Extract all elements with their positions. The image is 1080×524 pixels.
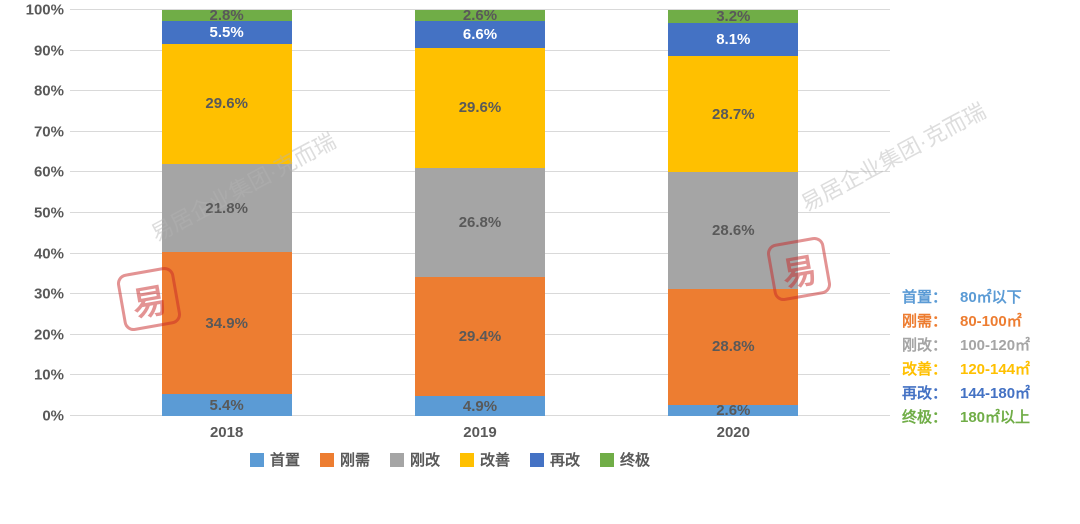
side-legend-label: 改善： bbox=[902, 358, 952, 382]
bar-segment-zaigai: 8.1% bbox=[668, 23, 798, 56]
side-legend-row: 刚需： 80-100㎡ bbox=[902, 310, 1080, 334]
side-legend-label: 终极： bbox=[902, 406, 952, 430]
y-tick-label: 70% bbox=[34, 123, 64, 140]
y-tick-label: 30% bbox=[34, 286, 64, 303]
y-tick-label: 40% bbox=[34, 245, 64, 262]
y-tick-label: 60% bbox=[34, 164, 64, 181]
x-tick-label: 2020 bbox=[668, 424, 798, 441]
bar-segment-zhongji: 2.6% bbox=[415, 10, 545, 21]
legend-item: 刚改 bbox=[390, 449, 440, 470]
bar-segment-ganggai: 26.8% bbox=[415, 168, 545, 277]
legend-label: 再改 bbox=[550, 449, 580, 470]
legend-item: 终极 bbox=[600, 449, 650, 470]
legend-swatch bbox=[530, 453, 544, 467]
side-legend-desc: 80㎡以下 bbox=[960, 286, 1022, 310]
x-axis-labels: 2018 2019 2020 bbox=[70, 420, 890, 441]
bar-segment-zhongji: 2.8% bbox=[162, 10, 292, 21]
legend-label: 改善 bbox=[480, 449, 510, 470]
side-legend-label: 再改： bbox=[902, 382, 952, 406]
side-legend-desc: 120-144㎡ bbox=[960, 358, 1030, 382]
y-tick-label: 0% bbox=[42, 408, 64, 425]
legend-item: 刚需 bbox=[320, 449, 370, 470]
bottom-legend: 首置 刚需 刚改 改善 再改 终极 bbox=[10, 449, 890, 470]
side-legend-desc: 180㎡以上 bbox=[960, 406, 1030, 430]
bars-group: 5.4%34.9%21.8%29.6%5.5%2.8%4.9%29.4%26.8… bbox=[70, 10, 890, 416]
x-tick-label: 2018 bbox=[162, 424, 292, 441]
side-legend-row: 终极： 180㎡以上 bbox=[902, 406, 1080, 430]
bar-segment-zaigai: 5.5% bbox=[162, 21, 292, 43]
chart-container: 0%10%20%30%40%50%60%70%80%90%100% 5.4%34… bbox=[10, 10, 1070, 470]
bar-segment-gangxu: 34.9% bbox=[162, 252, 292, 394]
side-legend-desc: 100-120㎡ bbox=[960, 334, 1030, 358]
bar-segment-gangxu: 29.4% bbox=[415, 277, 545, 396]
side-legend-row: 刚改： 100-120㎡ bbox=[902, 334, 1080, 358]
bar-segment-gaishan: 29.6% bbox=[162, 44, 292, 164]
side-legend-row: 再改： 144-180㎡ bbox=[902, 382, 1080, 406]
bar-segment-zaigai: 6.6% bbox=[415, 21, 545, 48]
plot-area: 0%10%20%30%40%50%60%70%80%90%100% 5.4%34… bbox=[10, 10, 890, 416]
y-tick-label: 100% bbox=[26, 2, 64, 19]
bar-segment-gaishan: 29.6% bbox=[415, 48, 545, 168]
legend-item: 再改 bbox=[530, 449, 580, 470]
bar: 5.4%34.9%21.8%29.6%5.5%2.8% bbox=[162, 10, 292, 416]
side-legend-desc: 144-180㎡ bbox=[960, 382, 1030, 406]
side-legend-label: 刚改： bbox=[902, 334, 952, 358]
bar-segment-shouzhi: 4.9% bbox=[415, 396, 545, 416]
legend-label: 首置 bbox=[270, 449, 300, 470]
legend-label: 刚改 bbox=[410, 449, 440, 470]
chart-area: 0%10%20%30%40%50%60%70%80%90%100% 5.4%34… bbox=[10, 10, 890, 470]
y-tick-label: 20% bbox=[34, 326, 64, 343]
legend-label: 刚需 bbox=[340, 449, 370, 470]
side-legend-row: 首置： 80㎡以下 bbox=[902, 286, 1080, 310]
legend-item: 改善 bbox=[460, 449, 510, 470]
legend-swatch bbox=[460, 453, 474, 467]
legend-label: 终极 bbox=[620, 449, 650, 470]
bar-segment-shouzhi: 2.6% bbox=[668, 405, 798, 416]
legend-swatch bbox=[320, 453, 334, 467]
bar-segment-gangxu: 28.8% bbox=[668, 289, 798, 406]
bar: 2.6%28.8%28.6%28.7%8.1%3.2% bbox=[668, 10, 798, 416]
y-tick-label: 10% bbox=[34, 367, 64, 384]
side-legend: 首置： 80㎡以下刚需： 80-100㎡刚改： 100-120㎡改善： 120-144㎡… bbox=[890, 10, 1080, 470]
side-legend-desc: 80-100㎡ bbox=[960, 310, 1022, 334]
bar-segment-zhongji: 3.2% bbox=[668, 10, 798, 23]
bar-segment-ganggai: 28.6% bbox=[668, 172, 798, 288]
legend-swatch bbox=[600, 453, 614, 467]
legend-swatch bbox=[390, 453, 404, 467]
legend-item: 首置 bbox=[250, 449, 300, 470]
bar-segment-ganggai: 21.8% bbox=[162, 164, 292, 253]
bar-segment-shouzhi: 5.4% bbox=[162, 394, 292, 416]
bar-segment-gaishan: 28.7% bbox=[668, 56, 798, 173]
x-tick-label: 2019 bbox=[415, 424, 545, 441]
side-legend-label: 刚需： bbox=[902, 310, 952, 334]
y-tick-label: 50% bbox=[34, 205, 64, 222]
side-legend-label: 首置： bbox=[902, 286, 952, 310]
bar: 4.9%29.4%26.8%29.6%6.6%2.6% bbox=[415, 10, 545, 416]
y-tick-label: 90% bbox=[34, 42, 64, 59]
y-tick-label: 80% bbox=[34, 83, 64, 100]
legend-swatch bbox=[250, 453, 264, 467]
side-legend-row: 改善： 120-144㎡ bbox=[902, 358, 1080, 382]
y-axis: 0%10%20%30%40%50%60%70%80%90%100% bbox=[10, 10, 70, 416]
